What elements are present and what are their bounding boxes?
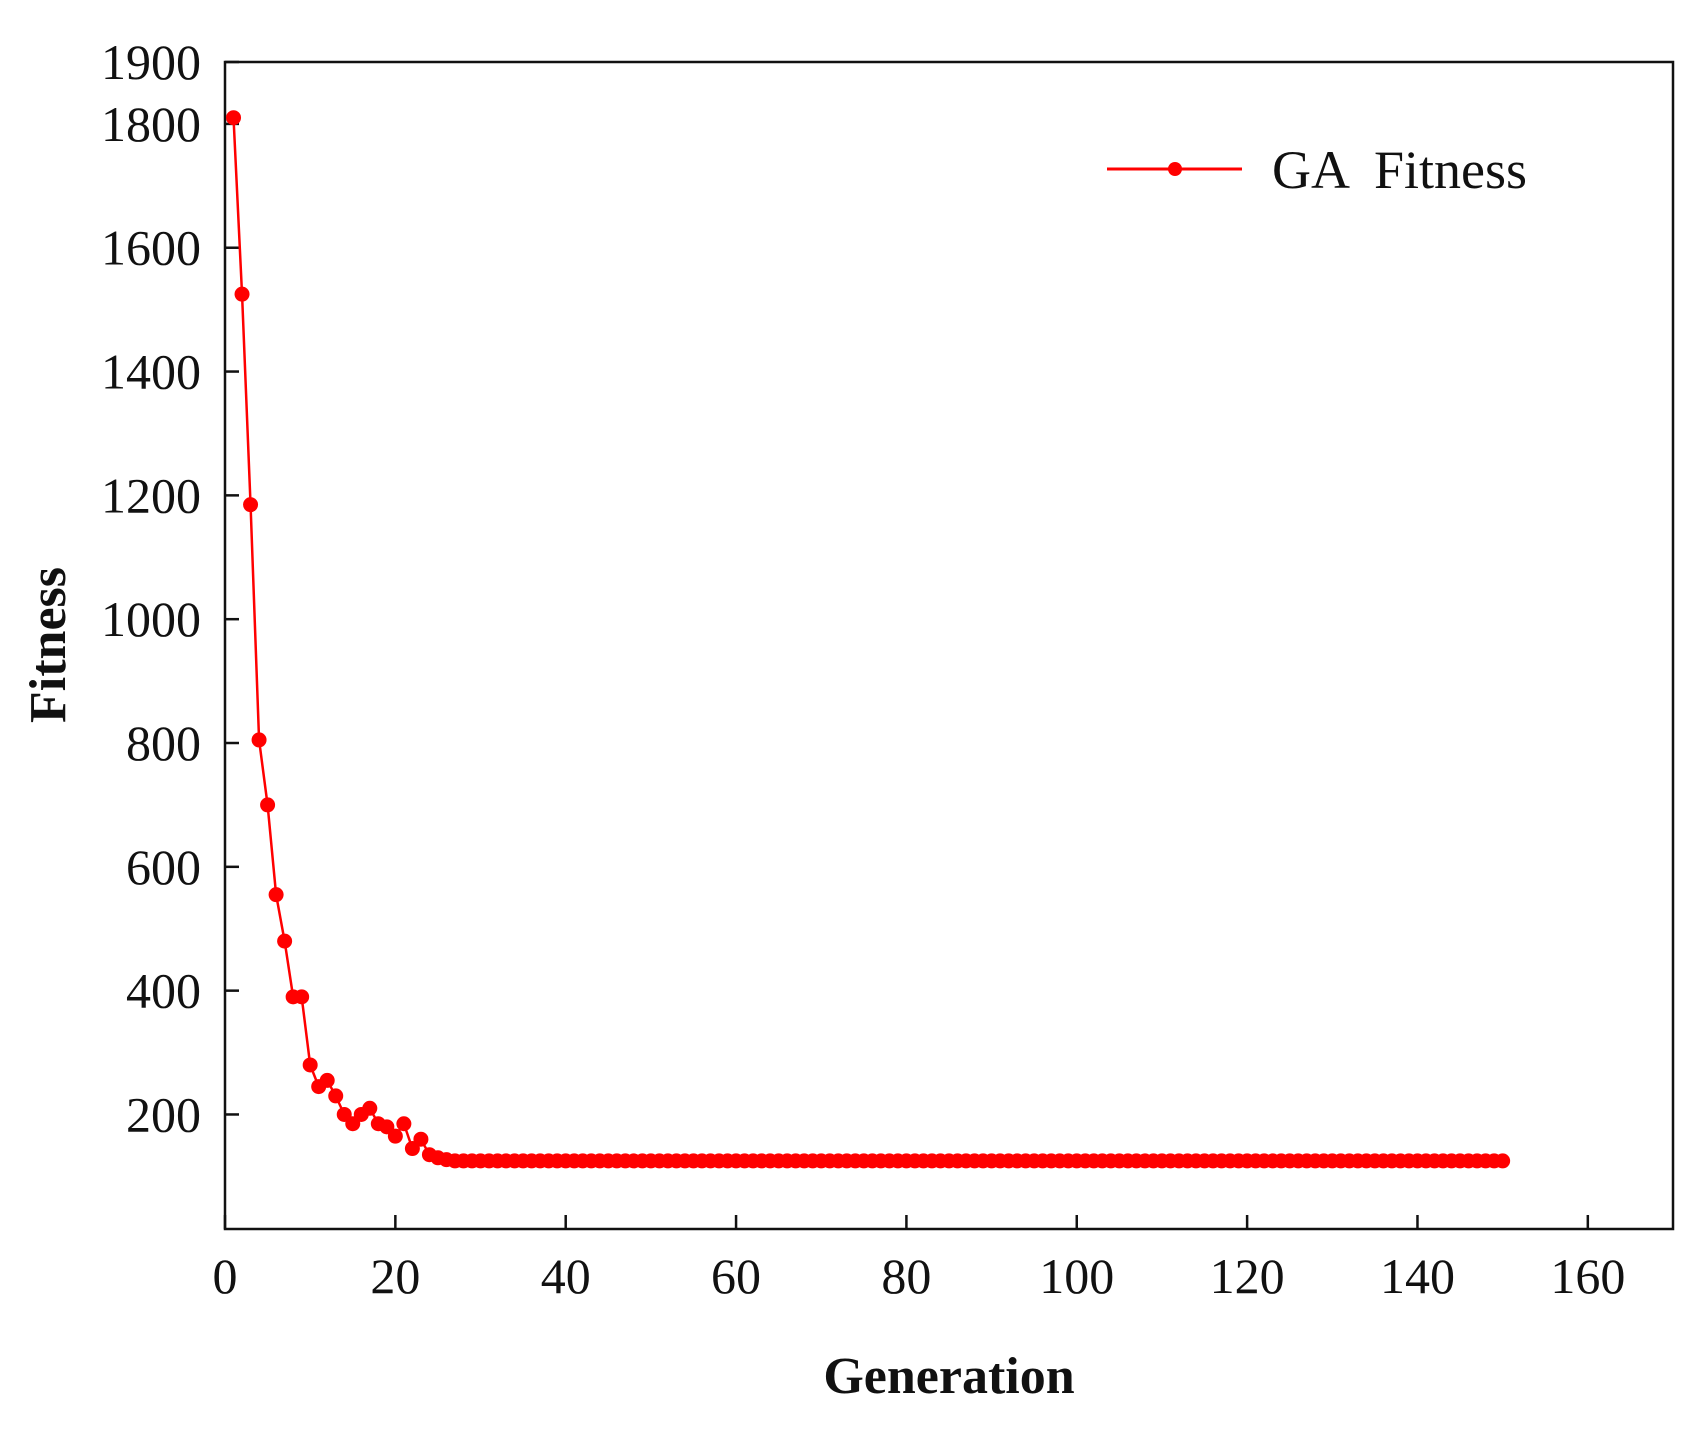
data-point — [268, 887, 284, 903]
legend-label: GA Fitness — [1272, 140, 1527, 200]
data-point — [260, 797, 276, 813]
data-point — [294, 989, 310, 1005]
y-axis-title: Fitness — [20, 567, 77, 723]
y-axis-ticks: 200 400 600 800 1000 1200 1400 1600 1800 1900 — [101, 34, 239, 1142]
y-tick-label: 1200 — [101, 467, 201, 523]
x-tick-label: 20 — [370, 1248, 420, 1304]
x-tick-label: 100 — [1039, 1248, 1114, 1304]
x-tick-label: 40 — [541, 1248, 591, 1304]
y-tick-label: 1400 — [101, 344, 201, 400]
y-tick-label: 1000 — [101, 591, 201, 647]
x-tick-label: 60 — [711, 1248, 761, 1304]
x-tick-label: 120 — [1210, 1248, 1285, 1304]
legend: GA Fitness — [1107, 140, 1527, 200]
data-point — [413, 1131, 429, 1147]
data-point — [1495, 1153, 1511, 1169]
y-tick-label: 200 — [126, 1086, 201, 1142]
x-tick-label: 0 — [213, 1248, 238, 1304]
data-point — [396, 1116, 412, 1132]
y-tick-label: 800 — [126, 715, 201, 771]
data-point — [328, 1088, 344, 1104]
data-point — [226, 110, 242, 126]
y-tick-label: 1800 — [101, 96, 201, 152]
x-tick-label: 160 — [1550, 1248, 1625, 1304]
y-tick-label: 1900 — [101, 34, 201, 90]
series-line — [232, 117, 1503, 1163]
legend-marker — [1168, 162, 1182, 176]
series-layer — [226, 110, 1511, 1169]
y-tick-label: 1600 — [101, 220, 201, 276]
data-point — [243, 497, 259, 513]
y-tick-label: 600 — [126, 839, 201, 895]
x-axis-ticks: 0 20 40 60 80 100 120 140 160 — [213, 1215, 1625, 1304]
x-axis-title: Generation — [823, 1348, 1074, 1405]
data-point — [234, 286, 250, 302]
x-tick-label: 80 — [881, 1248, 931, 1304]
y-tick-label: 400 — [126, 963, 201, 1019]
data-point — [277, 933, 293, 949]
data-point — [387, 1128, 403, 1144]
plot-frame — [223, 60, 1675, 1231]
data-point — [319, 1072, 335, 1088]
x-tick-label: 140 — [1380, 1248, 1455, 1304]
data-point — [362, 1100, 378, 1116]
data-point — [302, 1057, 318, 1073]
data-point — [251, 732, 267, 748]
